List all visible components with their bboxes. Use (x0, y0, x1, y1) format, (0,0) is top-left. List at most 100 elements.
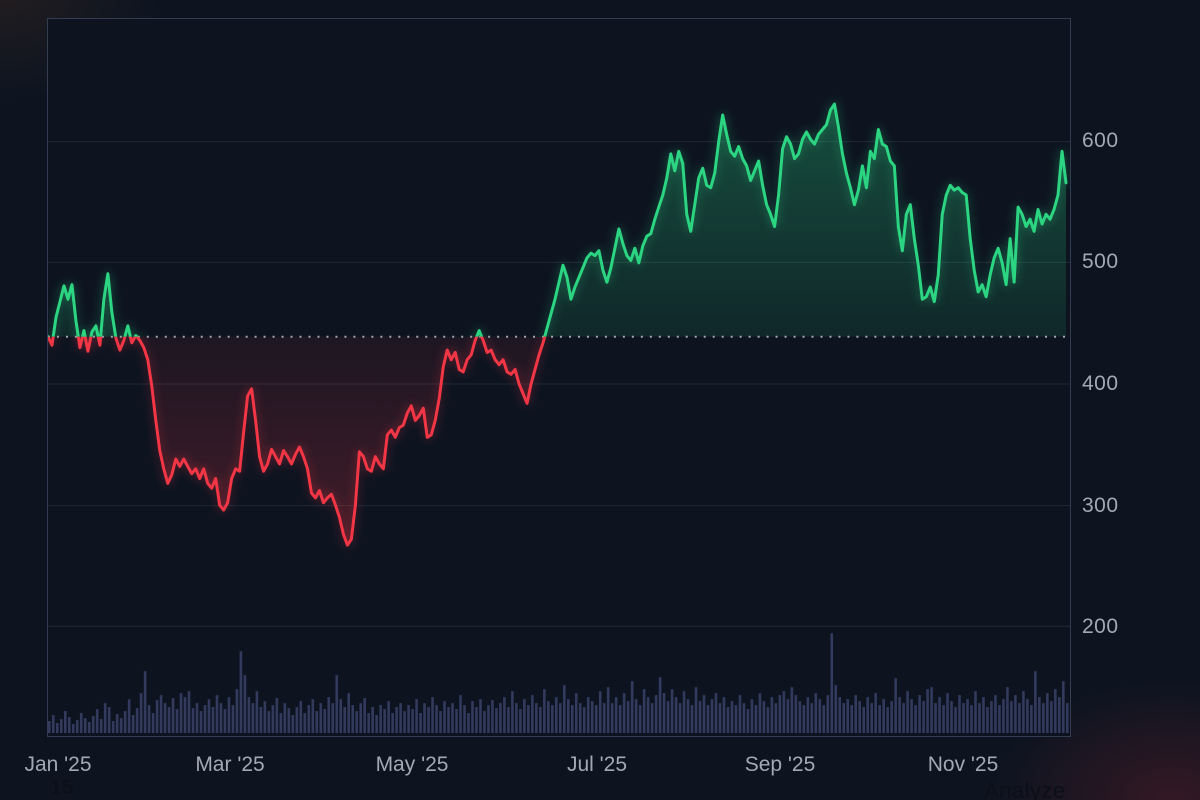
volume-bar (718, 703, 722, 734)
volume-bar (499, 703, 502, 734)
volume-bar (535, 703, 538, 734)
volume-bar (766, 707, 770, 734)
volume-bar (323, 709, 327, 734)
volume-bar (255, 691, 259, 734)
volume-bar (471, 701, 474, 734)
price-axis-label: 300 (1082, 494, 1119, 517)
chart-canvas[interactable] (48, 19, 1070, 736)
volume-bar (930, 687, 933, 734)
volume-bar (1002, 699, 1005, 734)
volume-bar (511, 691, 514, 734)
volume-bar (702, 695, 706, 734)
volume-bar (259, 707, 263, 734)
analyze-button[interactable]: Analyze (984, 778, 1066, 800)
time-axis[interactable]: Jan '25 Mar '25 May '25 Jul '25 Sep '25 Nov '… (0, 748, 1200, 780)
volume-bar (1018, 703, 1021, 734)
volume-bar (171, 698, 175, 734)
volume-bar (367, 713, 370, 734)
time-axis-label: May '25 (375, 753, 449, 776)
interval-button[interactable]: 15 (50, 776, 74, 799)
volume-bar (822, 705, 826, 734)
volume-bar (467, 713, 470, 734)
volume-bar (758, 693, 762, 734)
volume-bar (878, 705, 881, 734)
volume-bar (714, 693, 718, 734)
volume-bar (63, 711, 67, 734)
volume-bar (1010, 701, 1013, 734)
volume-bar (898, 697, 901, 734)
volume-bar (83, 718, 87, 734)
volume-bar (654, 695, 658, 734)
volume-bar (319, 703, 323, 734)
volume-bar (594, 705, 598, 734)
volume-bar (846, 699, 850, 734)
volume-bar (938, 697, 941, 734)
volume-bar (1046, 693, 1049, 734)
volume-bar (698, 701, 702, 734)
volume-bar (966, 699, 969, 734)
volume-bar (962, 703, 965, 734)
volume-bar (215, 695, 219, 734)
volume-bar (586, 697, 590, 734)
volume-bar (850, 705, 854, 734)
volume-bar (527, 705, 530, 734)
time-axis-label: Nov '25 (927, 753, 999, 776)
volume-bar (1038, 697, 1041, 734)
volume-bar (219, 703, 223, 734)
volume-bar (427, 707, 430, 734)
volume-bar (1062, 681, 1065, 734)
volume-bar (195, 703, 199, 734)
volume-bar (231, 705, 235, 734)
volume-bar (670, 689, 674, 734)
volume-bar (235, 689, 239, 734)
volume-bar (67, 717, 71, 734)
volume-bar (802, 705, 806, 734)
volume-bar (706, 705, 710, 734)
volume-bar (523, 699, 526, 734)
volume-bar (1026, 699, 1029, 734)
volume-bar (626, 701, 630, 734)
volume-bar (958, 695, 961, 734)
volume-bar (379, 705, 382, 734)
volume-bar (666, 701, 670, 734)
volume-bar (730, 701, 734, 734)
price-axis[interactable]: 600 500 400 300 200 (1078, 0, 1198, 760)
volume-bar (543, 689, 546, 734)
volume-bar (103, 703, 107, 734)
volume-bar (1050, 701, 1053, 734)
volume-bar (946, 693, 949, 734)
volume-bar (614, 697, 618, 734)
volume-bar (115, 714, 119, 734)
volume-bar (207, 699, 211, 734)
volume-bar (383, 709, 386, 734)
volume-bar (646, 697, 650, 734)
volume-bar (87, 722, 91, 734)
volume-bar (275, 698, 279, 734)
volume-bar (279, 713, 283, 734)
price-chart[interactable] (47, 18, 1071, 737)
volume-bar (211, 707, 215, 734)
volume-bar (606, 687, 610, 734)
volume-bar (167, 707, 171, 734)
volume-bar (123, 711, 127, 734)
time-axis-label: Jan '25 (24, 753, 92, 776)
volume-bar (487, 705, 490, 734)
volume-bar (223, 709, 227, 734)
volume-bar (263, 701, 267, 734)
volume-bar (674, 697, 678, 734)
volume-bar (794, 695, 798, 734)
volume-bar (982, 697, 985, 734)
volume-bar (1014, 695, 1017, 734)
volume-bar (363, 698, 366, 734)
volume-bar (834, 685, 838, 734)
volume-bar (902, 703, 905, 734)
volume-bar (243, 675, 247, 734)
volume-bar (682, 691, 686, 734)
volume-bar (622, 693, 626, 734)
volume-bar (463, 705, 466, 734)
volume-bar (610, 703, 614, 734)
volume-bar (574, 693, 578, 734)
volume-bar (1054, 689, 1057, 734)
volume-bar (143, 671, 147, 734)
volume-bar (754, 705, 758, 734)
